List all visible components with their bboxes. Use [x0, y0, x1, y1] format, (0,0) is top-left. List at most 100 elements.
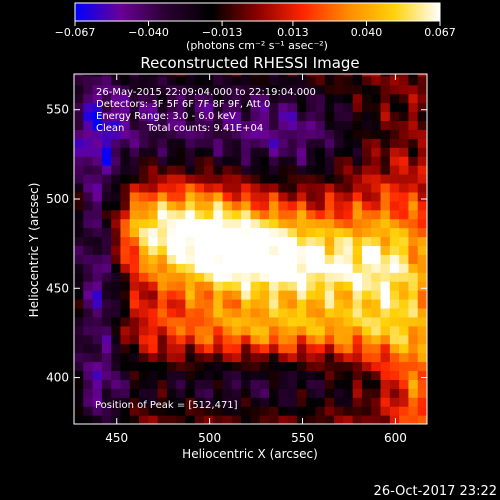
heatmap-cell — [324, 415, 335, 424]
heatmap-cell — [101, 129, 112, 139]
heatmap-cell — [129, 388, 140, 398]
heatmap-cell — [176, 75, 187, 86]
heatmap-cell — [278, 209, 289, 220]
heatmap-cell — [259, 102, 270, 113]
heatmap-cell — [166, 361, 177, 372]
heatmap-cell — [324, 236, 335, 247]
heatmap-cell — [166, 370, 177, 380]
heatmap-cell — [213, 397, 224, 407]
heatmap-cell — [139, 138, 149, 148]
heatmap-cell — [101, 209, 112, 220]
heatmap-cell — [120, 299, 131, 309]
heatmap-cell — [315, 102, 326, 113]
heatmap-cell — [194, 388, 205, 398]
heatmap-cell — [399, 156, 410, 166]
heatmap-cell — [287, 200, 298, 211]
heatmap-cell — [111, 281, 122, 291]
heatmap-cell — [408, 290, 419, 300]
heatmap-cell — [241, 174, 252, 184]
heatmap-cell — [278, 245, 289, 255]
heatmap-cell — [352, 334, 363, 345]
heatmap-cell — [204, 120, 214, 130]
heatmap-cell — [287, 245, 298, 255]
heatmap-cell — [194, 415, 205, 424]
heatmap-cell — [185, 165, 196, 175]
heatmap-cell — [324, 209, 335, 220]
heatmap-cell — [269, 307, 279, 318]
heatmap-cell — [287, 93, 298, 104]
heatmap-cell — [176, 397, 187, 407]
heatmap-cell — [296, 397, 307, 407]
heatmap-cell — [417, 209, 427, 220]
heatmap-cell — [380, 290, 391, 300]
heatmap-cell — [241, 272, 252, 282]
heatmap-cell — [157, 236, 168, 247]
heatmap-cell — [324, 111, 335, 122]
heatmap-cell — [194, 227, 205, 238]
heatmap-cell — [371, 236, 382, 247]
heatmap-cell — [185, 307, 196, 318]
heatmap-cell — [287, 379, 298, 389]
heatmap-cell — [278, 84, 289, 95]
heatmap-cell — [399, 370, 410, 380]
heatmap-cell — [343, 182, 354, 193]
heatmap-cell — [101, 281, 112, 291]
heatmap-cell — [296, 370, 307, 380]
heatmap-cell — [111, 182, 122, 193]
heatmap-cell — [324, 227, 335, 238]
heatmap-cell — [129, 111, 140, 122]
heatmap-cell — [101, 334, 112, 345]
plot-frame — [73, 73, 428, 425]
heatmap-cell — [417, 307, 427, 318]
heatmap-cell — [417, 343, 427, 354]
heatmap-cell — [352, 406, 363, 416]
heatmap-cell — [334, 272, 344, 282]
heatmap-cell — [120, 388, 131, 398]
heatmap-cell — [213, 93, 224, 104]
heatmap-cell — [259, 254, 270, 264]
heatmap-cell — [380, 316, 391, 327]
heatmap-cell — [176, 191, 187, 202]
heatmap-cell — [361, 191, 372, 202]
heatmap-cell — [129, 370, 140, 380]
heatmap-cell — [287, 343, 298, 354]
heatmap-cell — [139, 272, 149, 282]
heatmap-cell — [278, 74, 289, 77]
heatmap-cell — [83, 406, 94, 416]
heatmap-cell — [315, 272, 326, 282]
heatmap-cell — [408, 406, 419, 416]
heatmap-cell — [399, 281, 410, 291]
heatmap-cell — [139, 316, 149, 327]
heatmap-cell — [324, 74, 335, 77]
heatmap-cell — [343, 209, 354, 220]
heatmap-cell — [148, 307, 159, 318]
heatmap-cell — [334, 370, 344, 380]
heatmap-cell — [380, 281, 391, 291]
heatmap-cell — [148, 138, 159, 148]
heatmap-cell — [408, 156, 419, 166]
heatmap-cell — [231, 84, 242, 95]
heatmap-cell — [408, 415, 419, 424]
heatmap-cell — [213, 316, 224, 327]
heatmap-cell — [101, 138, 112, 148]
heatmap-cell — [408, 299, 419, 309]
heatmap-cell — [194, 209, 205, 220]
heatmap-cell — [157, 227, 168, 238]
heatmap-cell — [250, 290, 261, 300]
heatmap-cell — [194, 84, 205, 95]
heatmap-cell — [361, 406, 372, 416]
heatmap-cell — [250, 263, 261, 273]
heatmap-cell — [101, 361, 112, 372]
heatmap-cell — [157, 120, 168, 130]
heatmap-cell — [343, 111, 354, 122]
heatmap-cell — [157, 388, 168, 398]
heatmap-cell — [324, 200, 335, 211]
heatmap-cell — [269, 290, 279, 300]
heatmap-cell — [361, 227, 372, 238]
heatmap-cell — [315, 84, 326, 95]
heatmap-cell — [269, 397, 279, 407]
heatmap-cell — [139, 200, 149, 211]
heatmap-cell — [120, 334, 131, 345]
heatmap-cell — [185, 272, 196, 282]
heatmap-cell — [306, 316, 317, 327]
